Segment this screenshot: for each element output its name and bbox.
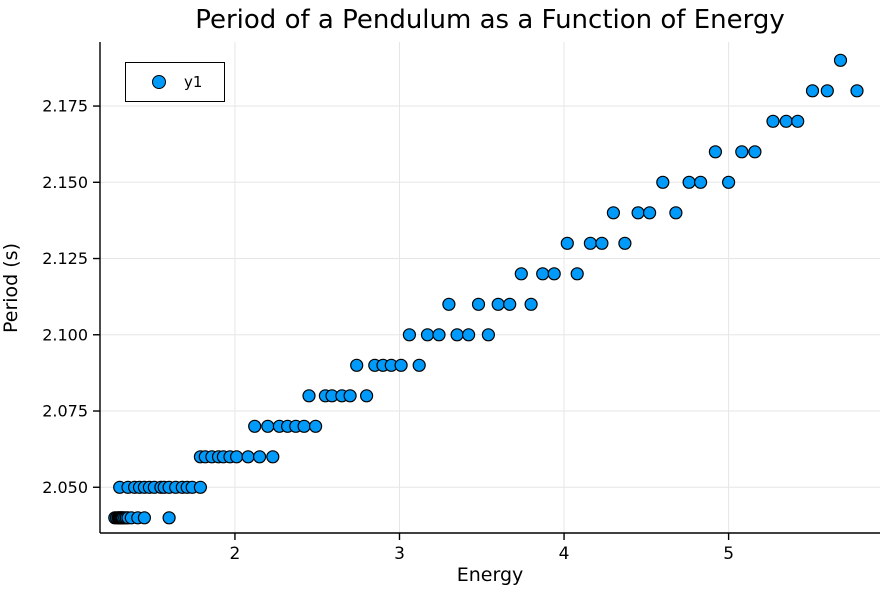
data-point [850, 84, 864, 98]
data-point [618, 236, 632, 250]
data-point [503, 297, 517, 311]
data-point [595, 236, 609, 250]
data-point [708, 145, 723, 159]
data-point [682, 175, 696, 189]
data-point [656, 175, 670, 189]
y-tick-label: 2.125 [42, 249, 88, 268]
data-point [693, 175, 708, 189]
x-tick-label: 2 [230, 544, 241, 564]
data-point [560, 236, 574, 250]
data-point [570, 267, 584, 281]
data-point [642, 206, 657, 220]
x-tick-label: 3 [394, 544, 405, 564]
data-point [450, 328, 464, 342]
data-point [394, 358, 408, 372]
data-point [514, 267, 528, 281]
data-point [491, 297, 505, 311]
data-point [360, 389, 374, 403]
data-point [669, 206, 683, 220]
legend: y1 [125, 62, 225, 102]
data-point [412, 358, 426, 372]
data-point [820, 84, 834, 98]
data-point [481, 328, 495, 342]
data-point [721, 175, 736, 189]
y-tick-label: 2.050 [42, 478, 88, 497]
data-point [230, 450, 244, 464]
data-point [462, 328, 476, 342]
data-point [432, 328, 446, 342]
data-point [833, 53, 848, 67]
data-point [442, 297, 456, 311]
data-point [297, 419, 311, 433]
data-point [791, 114, 805, 128]
legend-marker-icon [152, 75, 166, 89]
data-point [402, 328, 416, 342]
data-point [735, 145, 749, 159]
data-point [309, 419, 323, 433]
data-point [248, 419, 262, 433]
data-point [748, 145, 762, 159]
data-point [193, 480, 207, 494]
data-point [343, 389, 357, 403]
data-point [420, 328, 435, 342]
y-tick-label: 2.075 [42, 402, 88, 421]
data-point [536, 267, 550, 281]
data-point [779, 114, 793, 128]
y-tick-label: 2.175 [42, 97, 88, 116]
data-point [302, 389, 316, 403]
data-point [631, 206, 645, 220]
data-point [266, 450, 280, 464]
data-point [350, 358, 364, 372]
data-point [137, 511, 151, 525]
data-point [241, 450, 255, 464]
data-point [261, 419, 275, 433]
y-tick-label: 2.100 [42, 325, 88, 344]
x-axis-label: Energy [456, 564, 524, 586]
data-point [471, 297, 486, 311]
chart-title: Period of a Pendulum as a Function of En… [195, 5, 785, 35]
data-point [583, 236, 598, 250]
data-point [606, 206, 621, 220]
data-point [766, 114, 780, 128]
data-point [805, 84, 820, 98]
data-point [253, 450, 267, 464]
legend-series-label: y1 [184, 73, 203, 91]
y-tick-label: 2.150 [42, 173, 88, 192]
x-tick-label: 5 [723, 544, 734, 564]
data-point [524, 297, 538, 311]
y-axis-label: Period (s) [0, 243, 22, 334]
x-tick-label: 4 [559, 544, 570, 564]
data-point [547, 267, 561, 281]
data-point [162, 511, 176, 525]
